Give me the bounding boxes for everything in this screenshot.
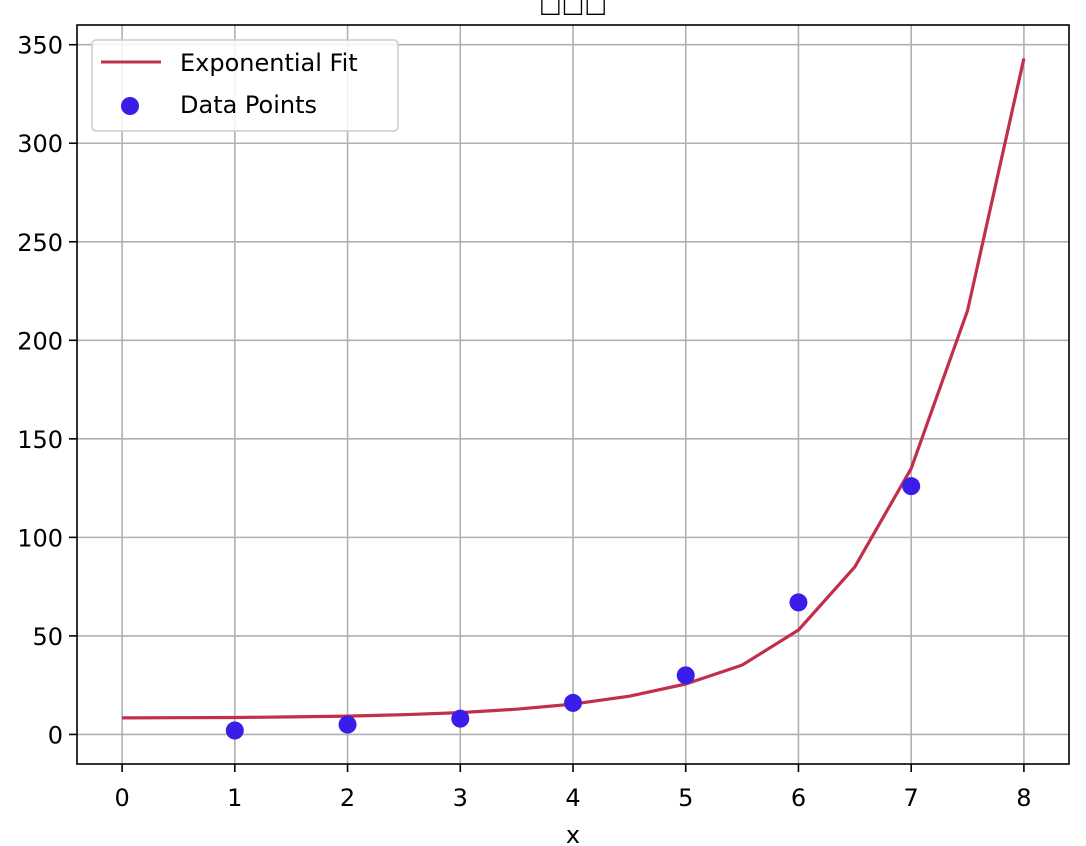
data-point (338, 715, 357, 734)
x-tick-label: 7 (904, 784, 919, 812)
x-tick-label: 2 (340, 784, 355, 812)
x-tick-label: 0 (114, 784, 129, 812)
y-tick-label: 200 (17, 327, 63, 355)
series-layer (122, 58, 1026, 740)
data-point (789, 593, 808, 612)
y-tick-label: 100 (17, 524, 63, 552)
y-tick-label: 350 (17, 32, 63, 60)
x-tick-label: 1 (227, 784, 242, 812)
legend-data-points-swatch (121, 97, 139, 115)
chart-title: □□□ (539, 0, 607, 18)
x-tick-label: 3 (453, 784, 468, 812)
y-tick-label: 250 (17, 229, 63, 257)
y-tick-label: 150 (17, 426, 63, 454)
x-axis-label: x (566, 821, 580, 846)
grid (77, 25, 1069, 764)
y-tick-label: 300 (17, 130, 63, 158)
data-point (676, 666, 695, 685)
legend-exponential-fit-label: Exponential Fit (180, 49, 358, 77)
x-tick-label: 8 (1016, 784, 1031, 812)
y-tick-label: 0 (48, 721, 63, 749)
data-point (225, 721, 244, 740)
x-tick-label: 4 (565, 784, 580, 812)
y-tick-label: 50 (32, 623, 63, 651)
x-tick-label: 5 (678, 784, 693, 812)
data-point (564, 693, 582, 712)
data-point (902, 477, 921, 496)
data-point (451, 709, 470, 728)
ticks: 0 1 2 3 4 5 6 7 8 0 50 100 150 200 250 300 350 (17, 32, 1031, 812)
legend-box (91, 39, 399, 132)
legend-data-points-label: Data Points (180, 91, 317, 119)
legend: Exponential Fit Data Points (91, 39, 399, 132)
x-tick-label: 6 (791, 784, 806, 812)
